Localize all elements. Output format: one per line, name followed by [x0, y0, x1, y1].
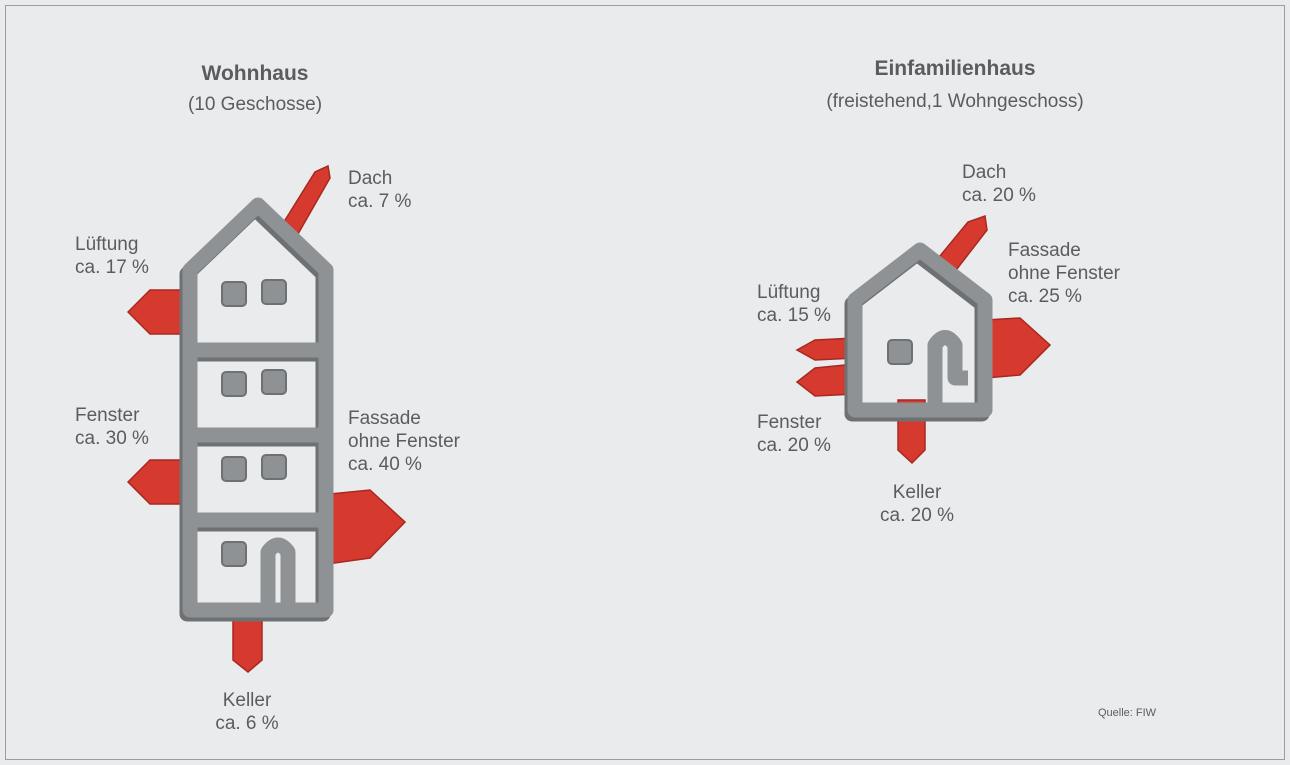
loss-label: Fassade [348, 408, 421, 429]
loss-label: ca. 6 % [215, 713, 278, 734]
panel-subtitle: (10 Geschosse) [188, 94, 322, 115]
loss-label: ca. 40 % [348, 454, 422, 475]
loss-label: ohne Fenster [348, 431, 461, 452]
loss-label: Keller [223, 690, 272, 711]
loss-label: Dach [962, 162, 1006, 183]
loss-label: ca. 7 % [348, 191, 411, 212]
loss-label: ca. 25 % [1008, 286, 1082, 307]
loss-label: ohne Fenster [1008, 263, 1121, 284]
loss-label: Dach [348, 168, 392, 189]
loss-label: Lüftung [757, 282, 820, 303]
loss-label: Fenster [757, 412, 822, 433]
panel-title: Wohnhaus [202, 62, 309, 85]
loss-label: Lüftung [75, 234, 138, 255]
loss-label: Keller [893, 482, 942, 503]
panel-title: Einfamilienhaus [874, 57, 1035, 80]
loss-label: Fenster [75, 405, 140, 426]
loss-label: ca. 17 % [75, 257, 149, 278]
panel-subtitle: (freistehend,1 Wohngeschoss) [826, 91, 1083, 112]
loss-label: ca. 20 % [962, 185, 1036, 206]
loss-label: ca. 20 % [757, 435, 831, 456]
infographic: Wohnhaus(10 Geschosse)Dachca. 7 %Lüftung… [0, 0, 1290, 765]
source-note: Quelle: FIW [1098, 707, 1157, 719]
loss-label: Fassade [1008, 240, 1081, 261]
loss-label: ca. 30 % [75, 428, 149, 449]
loss-label: ca. 20 % [880, 505, 954, 526]
loss-label: ca. 15 % [757, 305, 831, 326]
